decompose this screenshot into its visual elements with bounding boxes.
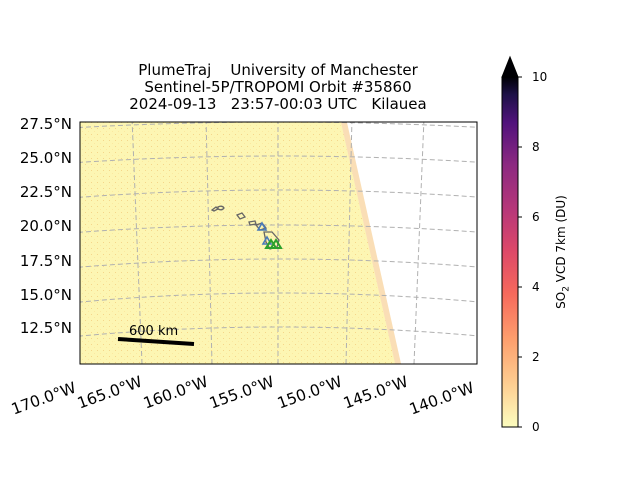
swath-edge <box>340 122 402 364</box>
volcano-marker <box>264 238 283 249</box>
colorbar-tick-2: 2 <box>532 350 540 364</box>
longitude-gridline <box>480 118 494 364</box>
longitude-gridline <box>205 122 213 364</box>
longitude-gridline <box>413 122 425 364</box>
colorbar-tick-10: 10 <box>532 70 548 84</box>
lat-label-20-0: 20.0°N <box>19 217 72 235</box>
latitude-gridline <box>80 326 477 337</box>
colorbar <box>501 55 522 428</box>
lat-label-17-5: 17.5°N <box>19 252 72 270</box>
trajectory-markers <box>256 221 273 245</box>
lat-label-22-5: 22.5°N <box>19 183 72 201</box>
latitude-gridline <box>80 224 477 233</box>
no-data-region <box>340 122 477 364</box>
gridlines <box>80 118 494 364</box>
lat-label-27-5: 27.5°N <box>19 115 72 133</box>
lat-label-25-0: 25.0°N <box>19 149 72 167</box>
colorbar-extend-arrow <box>501 55 519 78</box>
title-line-1: PlumeTraj University of Manchester <box>138 61 418 79</box>
title-line-2: Sentinel-5P/TROPOMI Orbit #35860 <box>144 78 412 96</box>
colorbar-tick-4: 4 <box>532 280 540 294</box>
colorbar-tick-8: 8 <box>532 140 540 154</box>
colorbar-label: SO2 VCD 7km (DU) <box>554 195 572 309</box>
latitude-gridline <box>80 189 477 198</box>
colorbar-tick-6: 6 <box>532 210 540 224</box>
scale-bar <box>117 337 195 346</box>
map-frame <box>79 121 478 365</box>
latitude-gridline <box>80 155 477 163</box>
latitude-gridline <box>80 258 477 268</box>
lat-label-15-0: 15.0°N <box>19 286 72 304</box>
lat-label-12-5: 12.5°N <box>19 319 72 337</box>
title-line-3: 2024-09-13 23:57-00:03 UTC Kilauea <box>129 95 427 113</box>
coastlines <box>210 205 280 250</box>
scale-bar-label: 600 km <box>129 324 179 339</box>
colorbar-tick-0: 0 <box>532 420 540 434</box>
longitude-gridline <box>345 122 353 364</box>
longitude-gridline <box>131 122 143 364</box>
latitude-gridline <box>80 292 477 303</box>
